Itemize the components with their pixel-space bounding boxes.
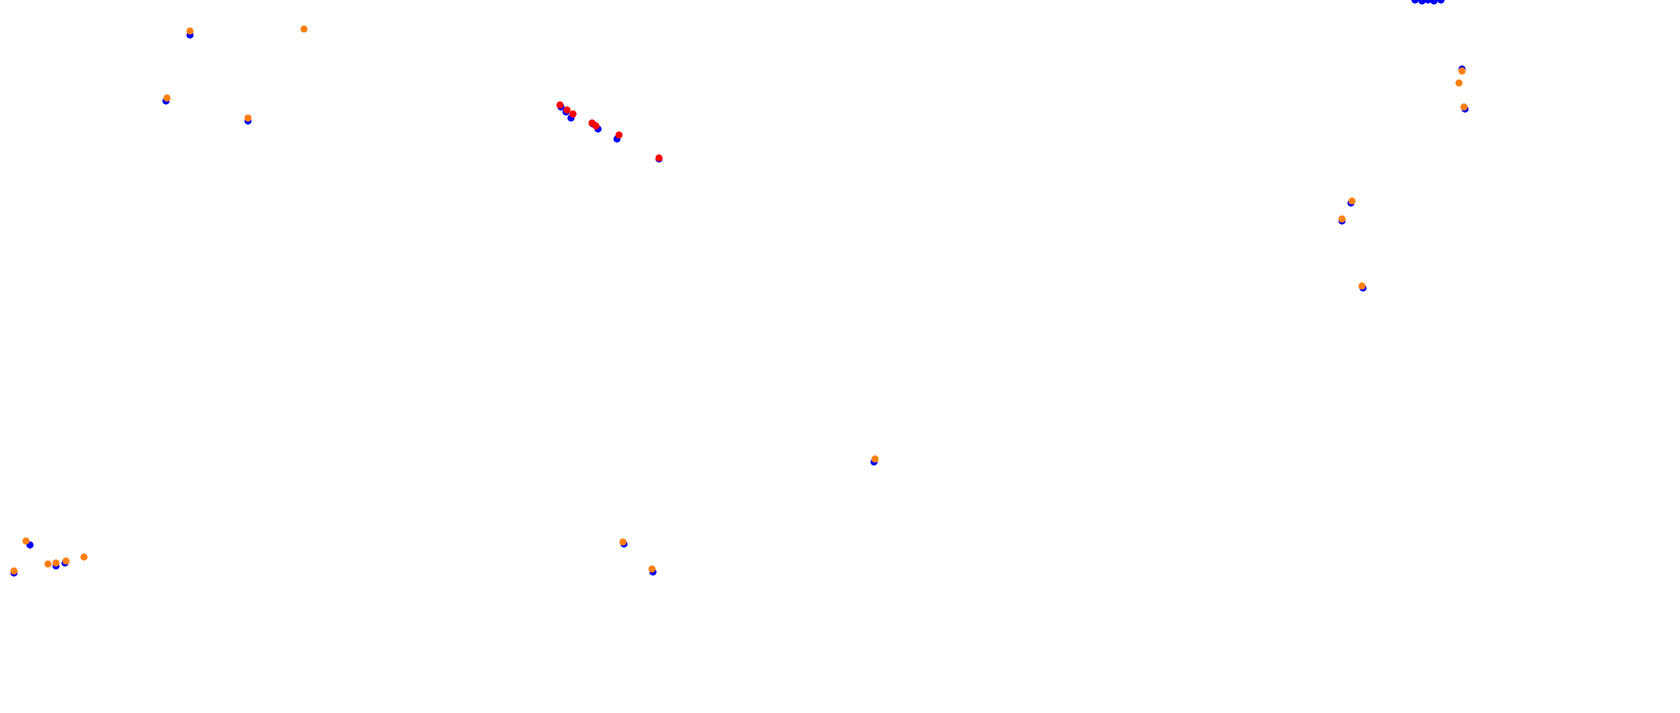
data-point bbox=[592, 122, 600, 130]
data-point bbox=[244, 114, 252, 122]
data-point bbox=[1437, 0, 1445, 4]
data-point bbox=[1338, 215, 1346, 223]
data-point bbox=[1458, 67, 1466, 75]
data-point bbox=[80, 553, 88, 561]
data-point bbox=[62, 557, 70, 565]
data-point bbox=[648, 565, 656, 573]
data-point bbox=[615, 131, 623, 139]
data-point bbox=[10, 567, 18, 575]
data-point bbox=[300, 25, 308, 33]
data-point bbox=[1411, 0, 1419, 4]
data-point bbox=[871, 455, 879, 463]
series-layer bbox=[10, 0, 1469, 577]
data-point bbox=[569, 110, 577, 118]
data-point bbox=[619, 538, 627, 546]
series-2 bbox=[10, 25, 1468, 575]
data-point bbox=[52, 559, 60, 567]
data-point bbox=[556, 101, 564, 109]
series-0 bbox=[10, 0, 1469, 577]
data-point bbox=[1460, 103, 1468, 111]
data-point bbox=[1358, 282, 1366, 290]
data-point bbox=[1455, 79, 1463, 87]
data-point bbox=[1348, 197, 1356, 205]
data-point bbox=[44, 560, 52, 568]
data-point bbox=[563, 106, 571, 114]
data-point bbox=[186, 27, 194, 35]
data-point bbox=[22, 537, 30, 545]
data-point bbox=[1424, 0, 1432, 4]
data-point bbox=[655, 154, 663, 162]
data-point bbox=[1418, 0, 1426, 5]
data-point bbox=[1430, 0, 1438, 5]
series-1 bbox=[556, 101, 663, 162]
data-point bbox=[163, 94, 171, 102]
